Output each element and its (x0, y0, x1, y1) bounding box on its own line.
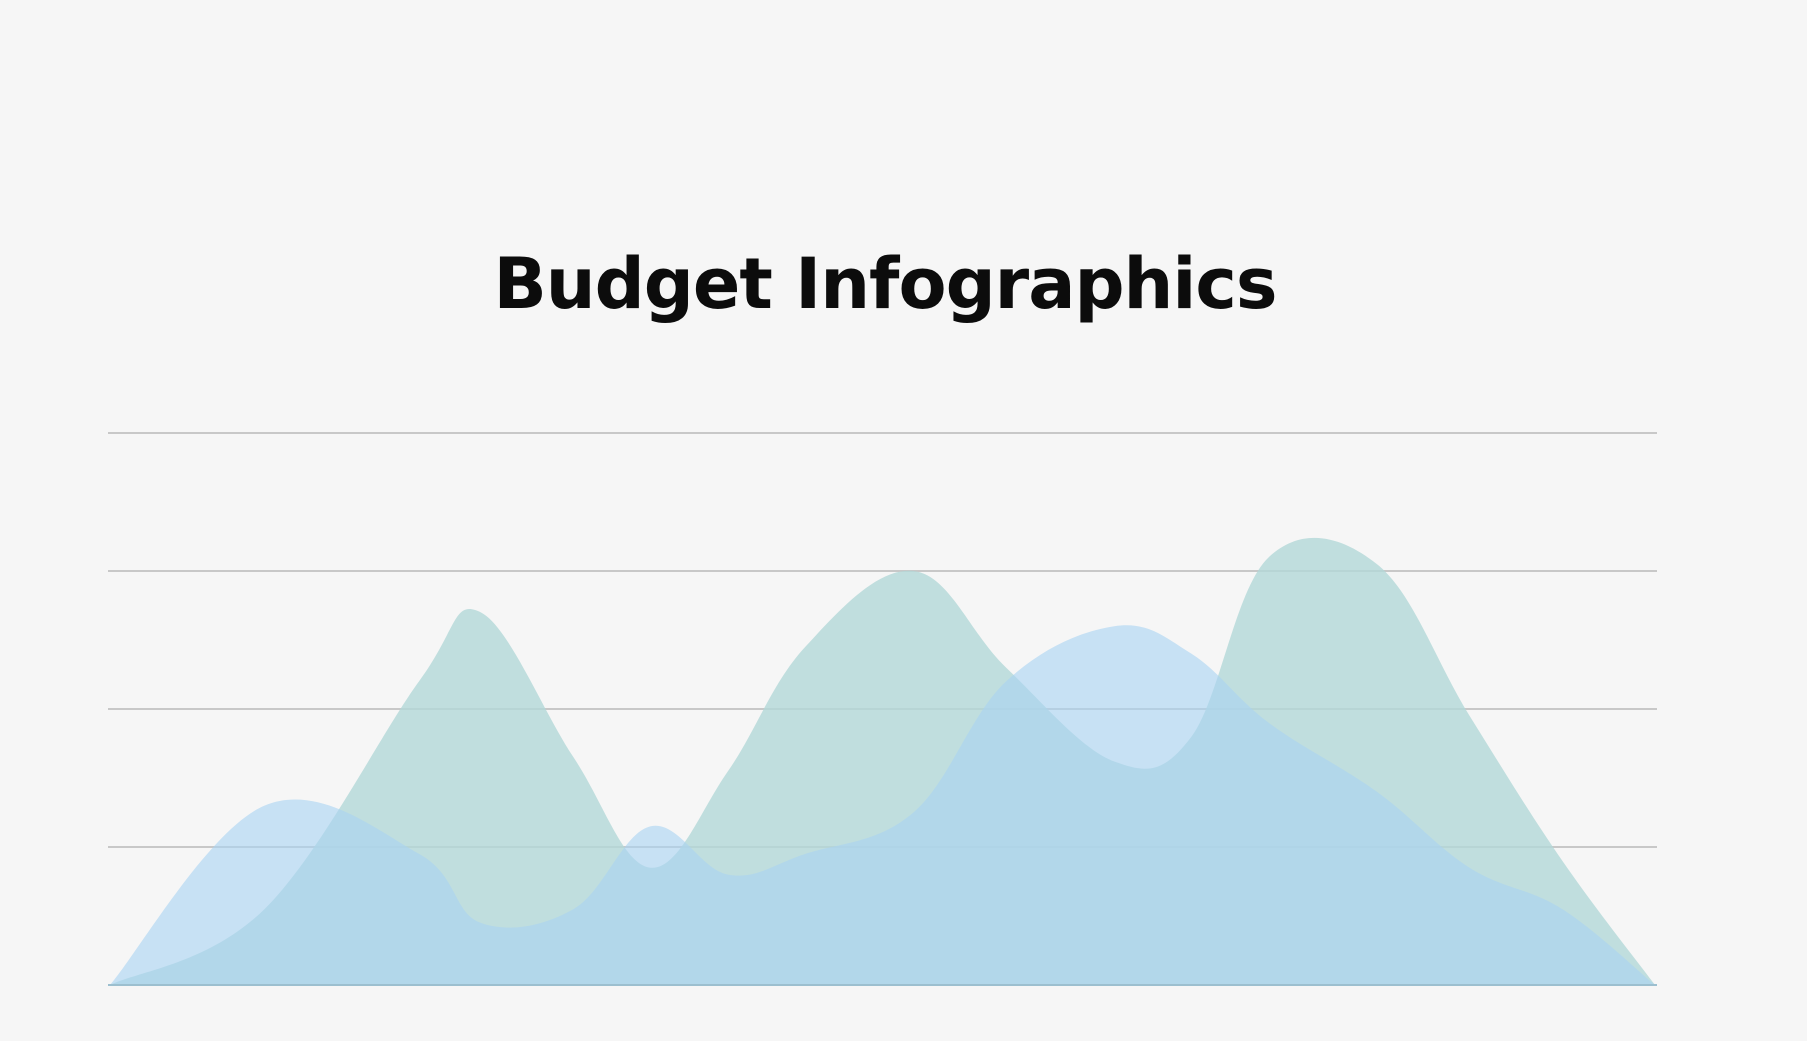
chart-title: Budget Infographics (493, 243, 1277, 325)
area-series-2 (110, 625, 1655, 985)
